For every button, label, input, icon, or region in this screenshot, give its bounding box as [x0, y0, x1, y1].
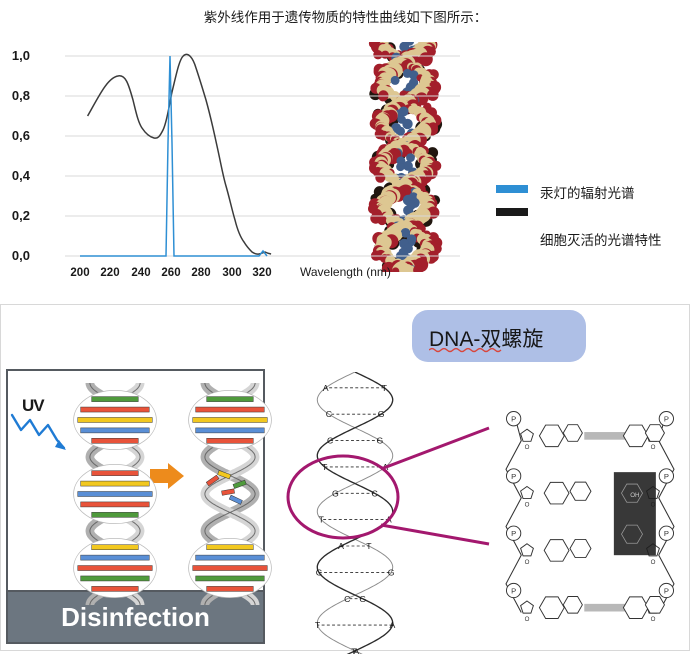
- svg-text:C: C: [327, 436, 333, 446]
- svg-text:A: A: [386, 515, 392, 525]
- svg-text:O: O: [525, 502, 530, 509]
- svg-text:220: 220: [100, 267, 119, 279]
- svg-text:Wavelength (nm): Wavelength (nm): [300, 265, 391, 279]
- svg-text:C: C: [326, 409, 332, 419]
- svg-text:O: O: [525, 616, 530, 623]
- svg-text:A: A: [382, 462, 388, 472]
- svg-text:G: G: [376, 436, 383, 446]
- svg-text:P: P: [664, 415, 669, 424]
- svg-text:300: 300: [222, 267, 241, 279]
- svg-text:P: P: [511, 586, 516, 595]
- svg-text:240: 240: [131, 267, 150, 279]
- svg-text:200: 200: [70, 267, 89, 279]
- svg-text:0,6: 0,6: [12, 128, 30, 143]
- svg-text:C: C: [371, 488, 377, 498]
- svg-text:A: A: [338, 541, 344, 551]
- svg-text:A: A: [323, 383, 329, 393]
- svg-text:O: O: [651, 444, 656, 451]
- svg-text:P: P: [664, 586, 669, 595]
- svg-text:C: C: [344, 594, 350, 604]
- svg-text:O: O: [525, 444, 530, 451]
- svg-text:320: 320: [252, 267, 271, 279]
- svg-text:P: P: [511, 472, 516, 481]
- svg-text:P: P: [664, 529, 669, 538]
- svg-text:P: P: [511, 415, 516, 424]
- svg-text:C: C: [316, 567, 322, 577]
- svg-text:T: T: [322, 462, 328, 472]
- svg-text:OH: OH: [630, 492, 639, 499]
- svg-text:0,4: 0,4: [12, 168, 31, 183]
- svg-text:T: T: [315, 620, 321, 630]
- svg-text:T: T: [382, 383, 388, 393]
- svg-text:A: A: [353, 647, 359, 654]
- svg-text:A: A: [390, 620, 396, 630]
- svg-text:T: T: [366, 541, 372, 551]
- svg-text:O: O: [651, 616, 656, 623]
- svg-text:G: G: [359, 594, 366, 604]
- svg-text:0,0: 0,0: [12, 248, 30, 263]
- svg-text:1,0: 1,0: [12, 48, 30, 63]
- svg-text:T: T: [319, 515, 325, 525]
- svg-text:G: G: [378, 409, 385, 419]
- svg-text:P: P: [511, 529, 516, 538]
- svg-text:0,8: 0,8: [12, 88, 30, 103]
- svg-text:O: O: [651, 559, 656, 566]
- svg-text:0,2: 0,2: [12, 208, 30, 223]
- svg-text:280: 280: [191, 267, 210, 279]
- svg-text:260: 260: [161, 267, 180, 279]
- svg-text:O: O: [525, 559, 530, 566]
- svg-text:G: G: [332, 488, 339, 498]
- svg-text:G: G: [388, 567, 395, 577]
- svg-text:P: P: [664, 472, 669, 481]
